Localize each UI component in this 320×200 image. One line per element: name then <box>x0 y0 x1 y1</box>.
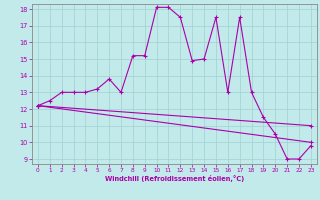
X-axis label: Windchill (Refroidissement éolien,°C): Windchill (Refroidissement éolien,°C) <box>105 175 244 182</box>
